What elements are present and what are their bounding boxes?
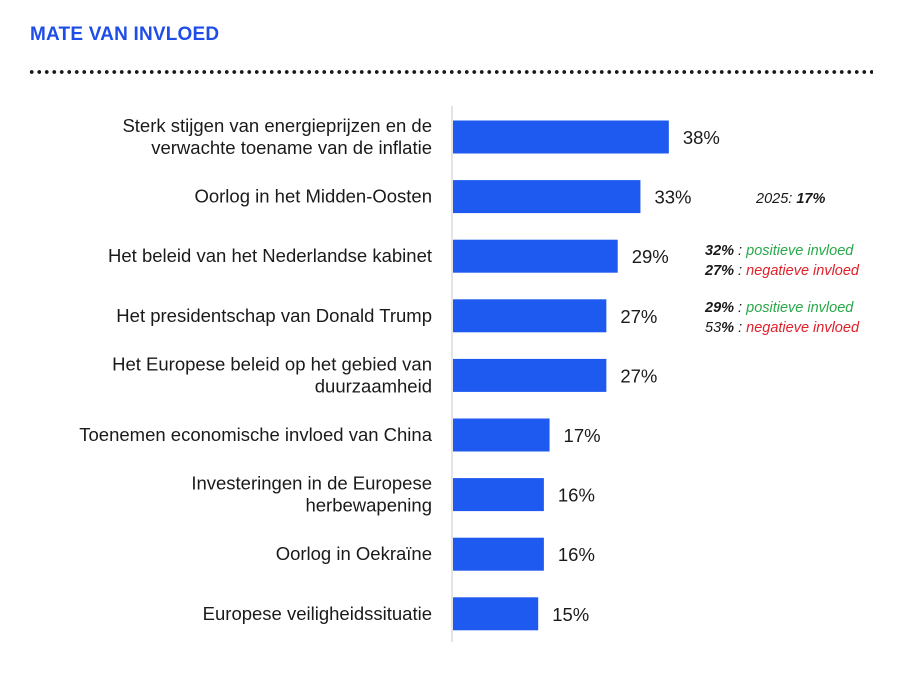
category-label-0-line-0: Sterk stijgen van energieprijzen en de [122, 115, 432, 136]
bar-0 [453, 120, 669, 154]
dotted-divider [28, 68, 873, 76]
annotation-2025-value: 17% [796, 191, 826, 207]
annotation-trump-negative-value-bold: % [721, 320, 735, 336]
annotation-trump-negative-value-plain: 53 [705, 320, 722, 336]
category-label-3: Het presidentschap van Donald Trump [116, 305, 432, 326]
annotation-trump-positive-sep: : [734, 300, 747, 316]
value-label-6: 16% [558, 485, 595, 506]
annotation-kabinet-negative-text: negatieve invloed [746, 263, 859, 279]
annotation-trump-negative: 53% : negatieve invloed [705, 320, 859, 336]
value-label-8: 15% [552, 604, 589, 625]
category-label-1: Oorlog in het Midden-Oosten [194, 186, 432, 207]
category-label-6-line-0: Investeringen in de Europese [191, 473, 432, 494]
annotation-kabinet-positive: 32% : positieve invloed [705, 243, 853, 259]
annotation-kabinet-positive-value: 32% [705, 243, 735, 259]
bar-2 [453, 239, 618, 273]
bar-5 [453, 418, 550, 452]
bar-8 [453, 597, 539, 631]
value-label-7: 16% [558, 544, 595, 565]
annotation-trump-negative-text: negatieve invloed [746, 320, 860, 336]
annotation-kabinet-positive-sep: : [734, 243, 747, 259]
annotation-2025-prefix: 2025: [756, 191, 797, 207]
category-label-6-line-1: herbewapening [305, 495, 432, 516]
category-label-4-line-0: Het Europese beleid op het gebied van [112, 353, 432, 374]
category-label-5: Toenemen economische invloed van China [79, 424, 432, 445]
bar-3 [453, 299, 607, 333]
value-label-0: 38% [683, 127, 720, 148]
annotation-kabinet-positive-text: positieve invloed [746, 243, 854, 259]
category-label-2: Het beleid van het Nederlandse kabinet [108, 245, 432, 266]
bar-7 [453, 537, 544, 571]
bar-1 [453, 180, 641, 214]
annotation-kabinet-negative-value: 27% [705, 263, 735, 279]
annotation-trump-positive: 29% : positieve invloed [705, 300, 853, 316]
annotation-trump-positive-value: 29% [705, 300, 735, 316]
category-label-8: Europese veiligheidssituatie [203, 603, 432, 624]
annotation-kabinet-negative-sep: : [734, 263, 747, 279]
value-label-2: 29% [632, 246, 669, 267]
value-label-1: 33% [654, 187, 691, 208]
bar-4 [453, 358, 607, 392]
bar-6 [453, 478, 544, 512]
value-label-5: 17% [564, 425, 601, 446]
annotation-2025: 2025: 17% [756, 191, 825, 207]
annotation-trump-positive-text: positieve invloed [746, 300, 854, 316]
category-label-4-line-1: duurzaamheid [315, 375, 432, 396]
category-label-7: Oorlog in Oekraïne [276, 543, 432, 564]
page-title: MATE VAN INVLOED [30, 24, 220, 45]
value-label-4: 27% [620, 365, 657, 386]
annotation-trump-negative-sep: : [734, 320, 747, 336]
annotation-kabinet-negative: 27% : negatieve invloed [705, 263, 859, 279]
value-label-3: 27% [620, 306, 657, 327]
category-label-0-line-1: verwachte toename van de inflatie [151, 137, 432, 158]
